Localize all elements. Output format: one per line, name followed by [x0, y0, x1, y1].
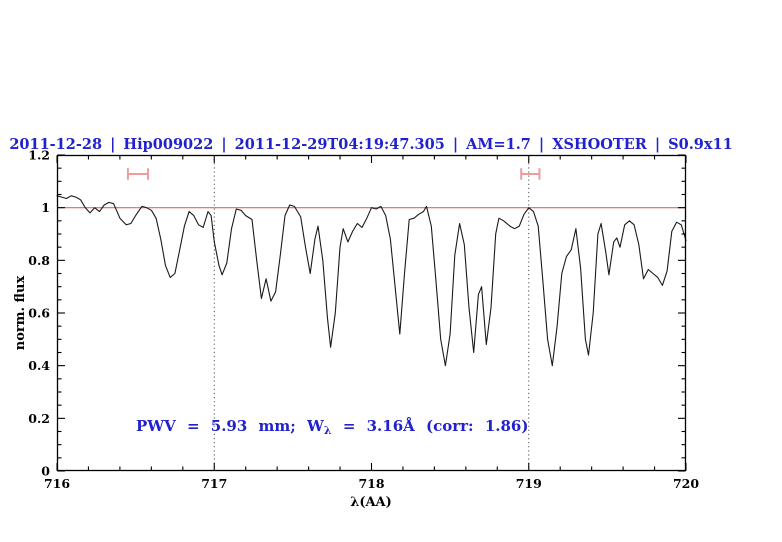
pwv-annotation: PWV = 5.93 mm; Wλ = 3.16Å (corr: 1.86)	[136, 417, 528, 437]
y-tick-label: 0	[41, 464, 50, 479]
pwv-annotation-prefix: PWV = 5.93 mm; W	[136, 417, 325, 435]
y-axis-label: norm. flux	[13, 276, 28, 351]
x-axis-label: λ(AA)	[350, 495, 392, 510]
pwv-range-marker	[126, 168, 150, 180]
plot-generated-layer: 716 717 718 719 720 0 0.2 0.4 0.6 0.8 1 1.2	[28, 148, 699, 492]
plot-title: 2011-12-28 | Hip009022 | 2011-12-29T04:1…	[9, 136, 732, 153]
y-tick-label: 1.2	[28, 148, 50, 163]
y-tick-label: 0.2	[28, 411, 50, 426]
x-tick-label: 719	[516, 476, 542, 491]
y-tick-label: 1	[41, 200, 50, 215]
pwv-annotation-subscript: λ	[324, 424, 332, 437]
pwv-range-marker	[520, 168, 541, 180]
y-tick-label: 0.8	[28, 253, 50, 268]
pwv-annotation-suffix: = 3.16Å (corr: 1.86)	[332, 417, 529, 435]
spectrum-line	[56, 195, 687, 367]
x-tick-label: 718	[358, 476, 384, 491]
x-tick-label: 716	[44, 476, 70, 491]
x-tick-label: 717	[201, 476, 227, 491]
x-tick-label: 720	[673, 476, 699, 491]
y-tick-label: 0.6	[28, 306, 50, 321]
y-tick-label: 0.4	[28, 358, 50, 373]
